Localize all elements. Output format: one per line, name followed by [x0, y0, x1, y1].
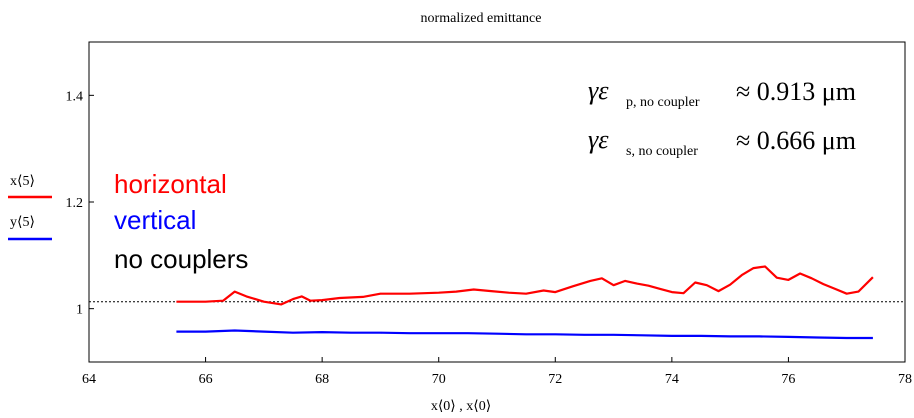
series-group [176, 265, 874, 340]
horizontal-series-line [176, 265, 874, 306]
annotation-p-symbol: γε [588, 76, 609, 105]
x-tick-label: 64 [82, 372, 96, 387]
y-tick-label: 1.4 [66, 89, 84, 104]
y-tick-label: 1.2 [66, 196, 84, 211]
annotation-p-value: ≈ 0.913 μm [736, 77, 856, 106]
legend: horizontal vertical no couplers [114, 169, 248, 274]
annotation-s-value: ≈ 0.666 μm [736, 126, 856, 155]
x-tick-label: 78 [898, 372, 912, 387]
x-tick-label: 70 [432, 372, 446, 387]
trace-labels: x⟨5⟩ y⟨5⟩ [8, 174, 52, 241]
vertical-series-line [176, 329, 873, 340]
x-tick-label: 76 [781, 372, 795, 387]
x-tick-label: 72 [548, 372, 562, 387]
x-tick-label: 74 [665, 372, 679, 387]
x-axis: 64 66 68 70 72 74 76 78 [82, 357, 912, 387]
trace-label-y: y⟨5⟩ [10, 215, 35, 230]
annotation-s-subscript: s, no coupler [626, 144, 698, 159]
legend-entry-horizontal: horizontal [114, 169, 227, 199]
x-tick-label: 66 [199, 372, 213, 387]
y-tick-label: 1 [76, 303, 83, 318]
trace-label-x: x⟨5⟩ [10, 174, 35, 189]
x-tick-label: 68 [315, 372, 329, 387]
annotation-p-subscript: p, no coupler [626, 95, 700, 110]
legend-entry-no-couplers: no couplers [114, 244, 248, 274]
y-axis: 1 1.2 1.4 [66, 89, 94, 318]
legend-entry-vertical: vertical [114, 205, 196, 235]
x-axis-label: x⟨0⟩ , x⟨0⟩ [431, 399, 491, 414]
chart-title: normalized emittance [421, 11, 542, 26]
annotation-s-symbol: γε [588, 125, 609, 154]
emittance-annotations: γε p, no coupler ≈ 0.913 μm γε s, no cou… [588, 76, 856, 159]
